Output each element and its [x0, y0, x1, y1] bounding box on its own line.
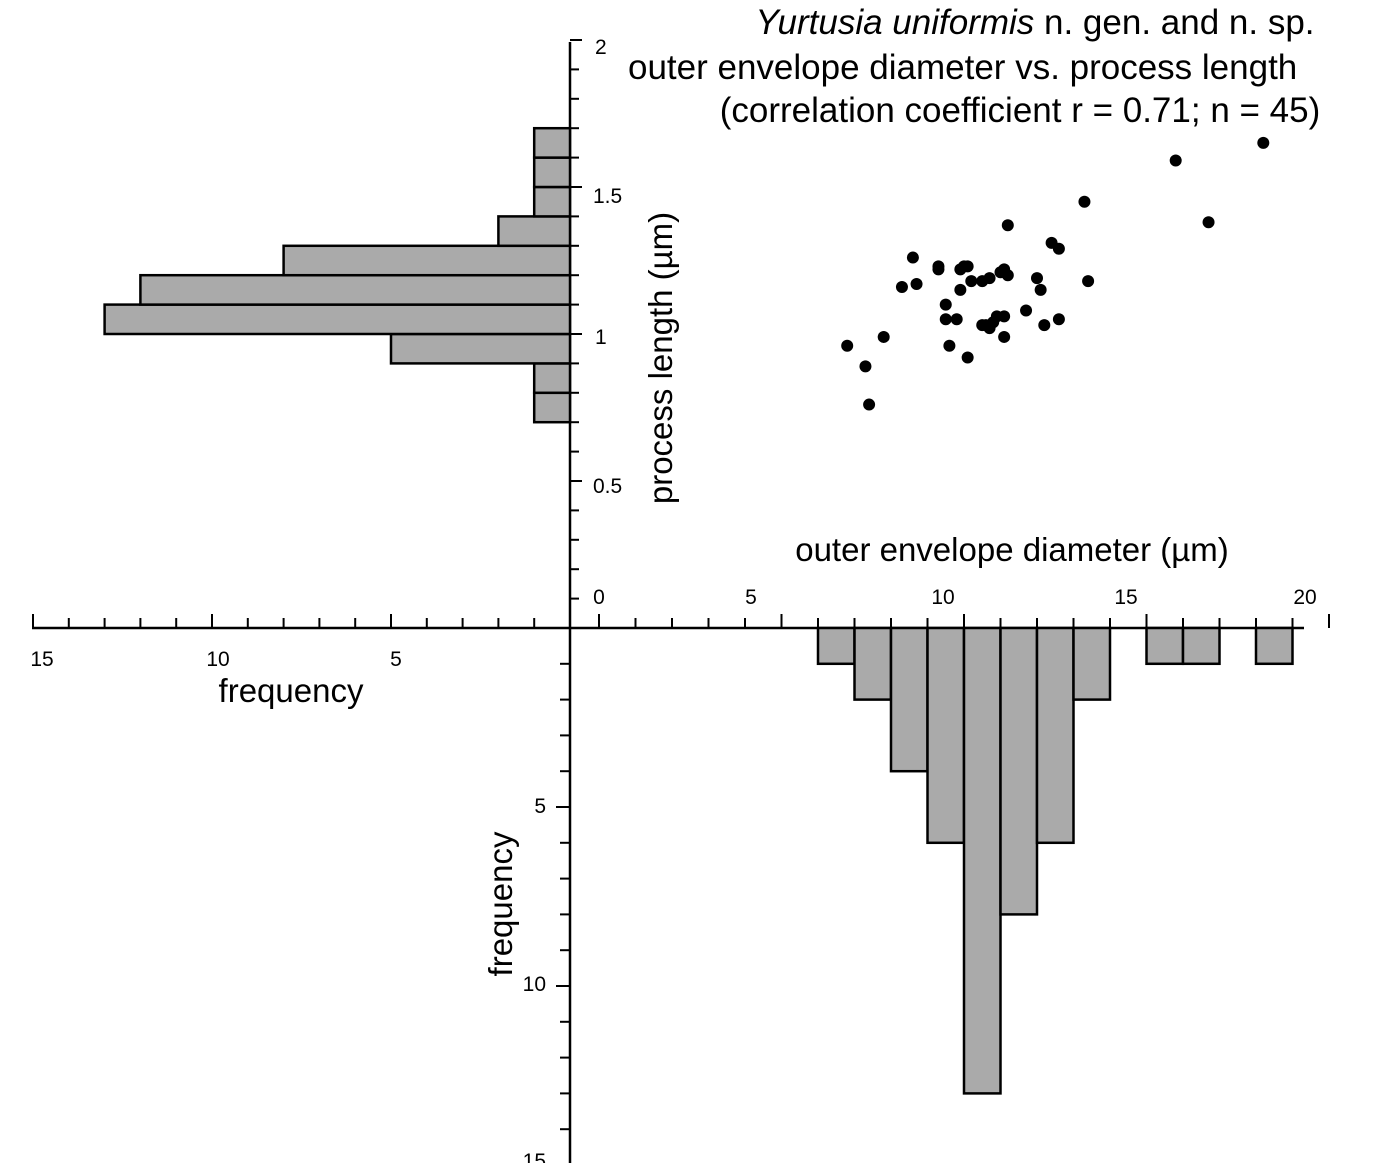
scatter-point	[1052, 242, 1065, 255]
scatter-point	[895, 280, 908, 293]
scatter-point	[939, 313, 952, 326]
diameter-bar	[1145, 626, 1185, 666]
scatter-point	[932, 263, 945, 276]
title-species-suffix: n. gen. and n. sp.	[1034, 3, 1314, 42]
scatter-point	[1038, 319, 1051, 332]
x-tick-label-10: 10	[931, 586, 954, 609]
scatter-point	[859, 360, 872, 373]
scatter-point	[906, 251, 919, 264]
title-line-2: outer envelope diameter vs. process leng…	[628, 48, 1297, 87]
scatter-point	[950, 313, 963, 326]
process-length-bar	[103, 303, 572, 336]
process-length-bar	[532, 391, 572, 424]
scatter-point	[1078, 195, 1091, 208]
process-length-bar	[532, 126, 572, 159]
scatter-point	[961, 351, 974, 364]
left-freq-tick-label-15: 15	[30, 648, 53, 671]
y-tick-label-0.5: 0.5	[593, 475, 622, 498]
diameter-bar	[926, 626, 966, 845]
left-freq-tick-label-5: 5	[390, 648, 402, 671]
process-length-bar	[282, 244, 572, 277]
diameter-bar	[816, 626, 856, 666]
scatter-point	[863, 398, 876, 411]
x-axis-title-diameter: outer envelope diameter (µm)	[795, 531, 1229, 568]
process-length-histogram	[103, 126, 572, 424]
x-tick-label-15: 15	[1114, 586, 1137, 609]
diameter-bar	[1254, 626, 1294, 666]
scatter-point	[1020, 304, 1033, 317]
scatter-point	[1031, 272, 1043, 285]
process-length-bar	[532, 156, 572, 189]
title-species-name: Yurtusia uniformis	[755, 3, 1034, 42]
scatter-point	[1082, 275, 1095, 288]
scatter-point	[1257, 136, 1270, 149]
scatter-point	[939, 298, 952, 311]
scatter-point	[961, 260, 974, 273]
scatter-point	[943, 339, 956, 352]
bottom-freq-tick-label-5: 5	[534, 795, 546, 818]
x-tick-label-5: 5	[745, 586, 757, 609]
y-tick-label-2: 2	[595, 36, 607, 59]
scatter-point	[910, 278, 923, 291]
left-histogram-axis-title: frequency	[219, 672, 364, 709]
scatter-point	[965, 275, 978, 288]
y-tick-label-1: 1	[595, 326, 607, 349]
chart-title: Yurtusia uniformis n. gen. and n. sp. ou…	[628, 3, 1320, 130]
x-tick-label-0: 0	[593, 586, 605, 609]
diameter-bar	[1035, 626, 1075, 845]
diameter-bar	[853, 626, 893, 701]
scatter-point	[877, 330, 890, 343]
scatter-point	[1034, 283, 1047, 296]
y-tick-label-1.5: 1.5	[593, 185, 622, 208]
axis-ticks	[32, 39, 1330, 1131]
process-length-bar	[389, 332, 572, 365]
process-length-bar	[497, 215, 572, 248]
scatter-point	[1169, 154, 1182, 167]
y-axis-title-process-length: process length (µm)	[642, 212, 679, 504]
scatter-points	[841, 136, 1270, 411]
bottom-histogram-axis-title: frequency	[482, 831, 519, 976]
diameter-bar	[999, 626, 1039, 916]
diameter-bar	[1181, 626, 1221, 666]
scatter-point	[1052, 313, 1065, 326]
bottom-freq-tick-label-15: 15	[523, 1150, 546, 1163]
scatter-point	[954, 283, 967, 296]
scatter-point	[1001, 269, 1014, 282]
diameter-bar	[889, 626, 929, 773]
scatter-point	[1001, 219, 1014, 232]
left-freq-tick-label-10: 10	[206, 648, 229, 671]
scatter-point	[983, 272, 996, 285]
process-length-bar	[532, 362, 572, 395]
diameter-bar	[1072, 626, 1112, 701]
bottom-freq-tick-label-10: 10	[523, 973, 546, 996]
process-length-bar	[139, 273, 572, 306]
title-line-3: (correlation coefficient r = 0.71; n = 4…	[720, 91, 1321, 130]
diameter-bar	[962, 626, 1002, 1095]
scatter-point	[841, 339, 854, 352]
process-length-bar	[532, 185, 572, 218]
diameter-histogram	[816, 626, 1294, 1095]
title-line-1: Yurtusia uniformis n. gen. and n. sp.	[755, 3, 1314, 42]
scatter-point	[998, 330, 1011, 343]
x-tick-label-20: 20	[1293, 586, 1316, 609]
scatter-point	[998, 310, 1011, 323]
scatter-point	[1202, 216, 1215, 229]
